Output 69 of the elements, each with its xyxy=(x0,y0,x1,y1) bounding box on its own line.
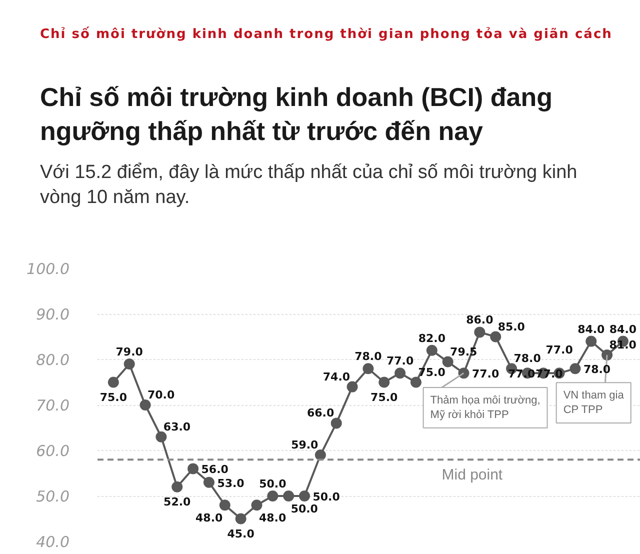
point xyxy=(124,358,135,370)
point xyxy=(586,336,597,347)
point xyxy=(235,513,246,524)
point xyxy=(203,476,214,488)
point xyxy=(156,431,167,442)
ref-line-label: Mid point xyxy=(442,466,504,484)
data-label: 52.0 xyxy=(164,495,192,508)
data-label: 77.0 xyxy=(472,368,500,381)
data-label: 66.0 xyxy=(306,406,334,420)
point xyxy=(378,376,390,388)
point xyxy=(283,490,294,502)
data-label: 48.0 xyxy=(196,512,224,525)
point xyxy=(188,463,199,474)
data-label: 84.0 xyxy=(609,322,637,336)
y-tick-label: 50.0 xyxy=(36,488,70,506)
y-tick-label: 70.0 xyxy=(36,396,70,414)
point xyxy=(314,450,326,461)
point xyxy=(362,363,374,374)
data-label: 45.0 xyxy=(227,527,255,540)
data-label: 78.0 xyxy=(514,352,542,366)
point xyxy=(442,356,454,368)
data-label: 53.0 xyxy=(217,476,245,490)
chart-title: Chỉ số môi trường kinh doanh (BCI) đang ngưỡng thấp nhất từ trước đến nay xyxy=(40,81,554,148)
point xyxy=(251,500,262,511)
point xyxy=(410,376,422,388)
point xyxy=(474,326,486,338)
annotation: VN tham gia CP TPP xyxy=(563,390,625,416)
y-tick-label: 60.0 xyxy=(36,442,70,460)
y-tick-label: 80.0 xyxy=(36,351,70,369)
annotation: Thảm họa môi trường, Mỹ rời khỏi TPP xyxy=(430,394,540,421)
point xyxy=(330,418,342,429)
data-label: 77.0 xyxy=(386,354,414,368)
point xyxy=(602,349,613,360)
y-tick-label: 90.0 xyxy=(36,306,70,324)
point xyxy=(426,344,438,356)
point xyxy=(346,381,358,392)
data-label: 82.0 xyxy=(418,332,446,345)
point xyxy=(140,400,151,410)
data-label: 70.0 xyxy=(148,388,175,402)
data-label: 86.0 xyxy=(466,314,494,327)
data-label: 59.0 xyxy=(291,438,319,452)
data-label: 77.0 xyxy=(536,368,564,381)
data-label: 85.0 xyxy=(498,320,526,334)
chart-subtitle: Với 15.2 điểm, đây là mức thấp nhất của chỉ số môi trường kinh vòng 10 năm nay. xyxy=(40,161,578,210)
data-label: 79.0 xyxy=(116,346,144,359)
data-label: 50.0 xyxy=(259,478,287,490)
point xyxy=(299,490,310,502)
data-label: 75.0 xyxy=(100,390,128,404)
point xyxy=(394,368,406,379)
point xyxy=(570,363,581,374)
data-label: 78.0 xyxy=(583,363,611,376)
data-label: 84.0 xyxy=(578,322,606,336)
point xyxy=(219,500,230,511)
point xyxy=(172,481,183,492)
data-label: 74.0 xyxy=(322,370,350,384)
data-label: 75.0 xyxy=(370,390,398,404)
data-label: 77.0 xyxy=(546,344,574,357)
y-tick-label: 40.0 xyxy=(36,533,70,551)
text: Chỉ số môi trường kinh doanh trong thời gian phong tỏa và giãn cách xyxy=(40,27,612,43)
point xyxy=(267,490,278,502)
point xyxy=(108,376,119,388)
data-label: 63.0 xyxy=(163,420,191,434)
data-label: 48.0 xyxy=(258,512,286,525)
y-tick-label: 100.0 xyxy=(26,260,70,278)
point xyxy=(490,331,502,342)
data-label: 78.0 xyxy=(354,350,382,364)
data-label: 56.0 xyxy=(201,463,229,476)
data-label: 50.0 xyxy=(312,490,340,504)
data-label: 50.0 xyxy=(290,502,318,516)
